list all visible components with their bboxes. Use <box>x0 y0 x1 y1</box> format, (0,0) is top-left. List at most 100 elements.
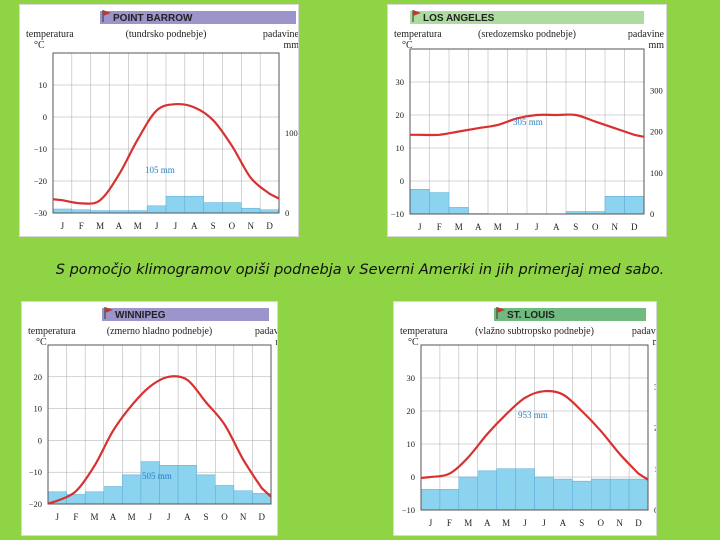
flag-icon <box>105 307 113 313</box>
right-axis-label: padavine <box>255 326 277 337</box>
precipitation-bar <box>215 485 235 505</box>
temperature-line <box>52 102 280 205</box>
station-header-band <box>494 308 646 321</box>
month-label: J <box>542 518 546 528</box>
precipitation-bar <box>84 491 105 505</box>
chart-header: WINNIPEG <box>102 307 269 321</box>
month-label: M <box>494 222 502 232</box>
precipitation-bar <box>628 478 649 511</box>
precip-tick-label: 300 <box>654 381 656 391</box>
month-label: J <box>148 512 152 522</box>
month-label: N <box>240 512 247 522</box>
left-axis-label: temperatura <box>394 29 442 40</box>
month-label: J <box>418 222 422 232</box>
temp-tick-label: −20 <box>29 499 42 509</box>
precipitation-bar <box>515 468 535 511</box>
annual-precipitation-label: 505 mm <box>142 471 172 481</box>
month-label: J <box>515 222 519 232</box>
temp-tick-label: 0 <box>411 472 415 482</box>
right-axis-label: padavine <box>263 29 298 40</box>
month-label: A <box>553 222 560 232</box>
precipitation-bar <box>222 202 242 214</box>
station-name: ST. LOUIS <box>507 310 555 321</box>
temp-tick-label: −10 <box>391 209 404 219</box>
precipitation-bar <box>496 468 516 511</box>
temp-tick-label: 30 <box>407 373 416 383</box>
month-label: O <box>221 512 228 522</box>
month-label: M <box>464 518 472 528</box>
month-label: D <box>635 518 642 528</box>
precipitation-bar <box>241 207 261 214</box>
precipitation-bar <box>165 195 186 214</box>
left-axis-unit: °C <box>34 40 45 51</box>
month-label: A <box>184 512 191 522</box>
annual-precipitation-label: 953 mm <box>518 410 548 420</box>
month-label: A <box>116 221 123 231</box>
month-label: J <box>535 222 539 232</box>
month-label: M <box>96 221 104 231</box>
plot-frame <box>420 344 649 511</box>
precip-tick-label: 0 <box>285 208 289 218</box>
precipitation-bar <box>534 476 554 511</box>
precipitation-bar <box>233 490 253 505</box>
month-label: A <box>484 518 491 528</box>
station-name: LOS ANGELES <box>423 13 495 24</box>
temp-tick-label: −10 <box>29 467 42 477</box>
climate-type: (sredozemsko podnebje) <box>478 29 576 40</box>
precipitation-bar <box>196 474 216 505</box>
precipitation-series <box>420 468 649 511</box>
precipitation-bar <box>409 189 430 215</box>
precip-tick-label: 100 <box>285 128 298 138</box>
flag-icon <box>413 10 421 16</box>
month-label: J <box>61 221 65 231</box>
month-label: D <box>266 221 273 231</box>
precipitation-bar <box>604 196 625 215</box>
climograph-point-barrow: POINT BARROW temperatura °C padavine mm (tund… <box>20 5 298 236</box>
month-label: O <box>597 518 604 528</box>
temp-tick-label: 10 <box>396 143 405 153</box>
chart-header: ST. LOUIS <box>494 307 646 321</box>
station-name: POINT BARROW <box>113 13 193 24</box>
precipitation-bar <box>177 465 197 505</box>
climate-type: (vlažno subtropsko podnebje) <box>475 326 594 337</box>
climate-type: (tundrsko podnebje) <box>126 29 207 40</box>
chart-header: LOS ANGELES <box>410 10 644 24</box>
month-label: J <box>429 518 433 528</box>
climograph-los-angeles: LOS ANGELES temperatura °C padavine mm (sredo… <box>388 5 666 236</box>
precipitation-bar <box>591 478 611 511</box>
left-axis-label: temperatura <box>28 326 76 337</box>
left-axis-label: temperatura <box>26 29 74 40</box>
precipitation-series <box>52 195 280 214</box>
precipitation-bar <box>122 474 142 505</box>
month-label: F <box>447 518 452 528</box>
left-axis-unit: °C <box>402 40 413 51</box>
station-header-band <box>102 308 269 321</box>
temp-tick-label: 20 <box>34 372 43 382</box>
temp-tick-label: −30 <box>34 208 47 218</box>
left-axis-unit: °C <box>408 337 419 348</box>
month-label: M <box>502 518 510 528</box>
temp-tick-label: 20 <box>407 406 416 416</box>
precipitation-bar <box>146 205 167 214</box>
flag-icon <box>103 10 111 16</box>
precipitation-bar <box>420 489 441 511</box>
month-label: N <box>616 518 623 528</box>
month-label: M <box>128 512 136 522</box>
right-axis-label: padavine <box>632 326 656 337</box>
precipitation-bar <box>458 476 479 511</box>
month-label: S <box>573 222 578 232</box>
flag-icon <box>497 307 505 313</box>
climate-type: (zmerno hladno podnebje) <box>107 326 213 337</box>
left-axis-label: temperatura <box>400 326 448 337</box>
month-label: A <box>191 221 198 231</box>
precip-tick-label: 100 <box>654 464 656 474</box>
month-label: F <box>437 222 442 232</box>
task-caption: S pomočjo klimogramov opiši podnebja v S… <box>55 262 665 278</box>
precipitation-bar <box>103 486 123 505</box>
right-axis-unit: mm <box>275 337 277 348</box>
